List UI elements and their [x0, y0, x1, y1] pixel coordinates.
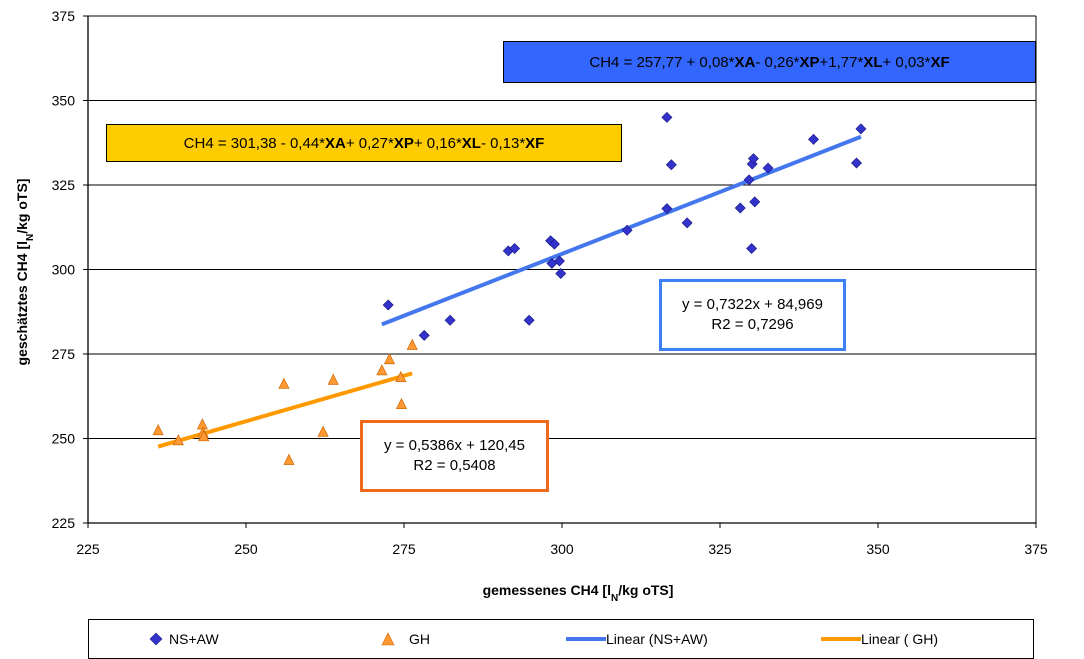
data-point-ns-aw: [523, 314, 535, 326]
legend-item-linear-gh: Linear ( GH): [821, 620, 938, 658]
y-tick-label: 275: [52, 346, 76, 362]
data-point-ns-aw: [553, 255, 565, 267]
x-tick-label: 350: [866, 541, 890, 557]
data-point-ns-aw: [749, 196, 761, 208]
x-tick-label: 375: [1024, 541, 1048, 557]
y-tick-label: 300: [52, 262, 76, 278]
trendline-r2-gh: R2 = 0,5408: [413, 457, 496, 474]
x-tick-label: 300: [550, 541, 574, 557]
data-point-ns-aw: [743, 174, 755, 186]
trendline-equation-gh: y = 0,5386x + 120,45: [384, 437, 525, 454]
data-point-gh: [395, 397, 408, 410]
data-point-ns-aw: [555, 268, 567, 280]
data-point-ns-aw: [808, 133, 820, 145]
legend: NS+AW GH Linear (NS+AW) Linear ( GH): [88, 619, 1034, 659]
data-point-gh: [196, 418, 208, 430]
y-axis-title: geschätztes CH4 [lN/kg oTS]: [14, 179, 36, 366]
data-point-ns-aw: [548, 238, 560, 250]
data-point-gh: [278, 377, 290, 389]
legend-label-ns-aw: NS+AW: [169, 631, 219, 647]
data-point-ns-aw: [665, 159, 677, 171]
trendline-label-ns-aw: y = 0,7322x + 84,969 R2 = 0,7296: [659, 279, 846, 351]
data-point-gh: [406, 338, 418, 350]
data-point-ns-aw: [851, 157, 863, 169]
trendline-equation-ns-aw: y = 0,7322x + 84,969: [682, 296, 823, 313]
legend-item-linear-ns-aw: Linear (NS+AW): [566, 620, 708, 658]
data-point-ns-aw: [382, 299, 394, 311]
data-points: [152, 111, 867, 465]
data-point-gh: [198, 430, 210, 442]
x-tick-label: 275: [392, 541, 416, 557]
data-point-ns-aw: [418, 329, 430, 341]
x-tick-label: 250: [234, 541, 258, 557]
regression-equation-ns-aw: CH4 = 257,77 + 0,08* XA - 0,26* XP +1,77* X…: [503, 41, 1036, 83]
data-point-ns-aw: [661, 111, 673, 123]
blue-line-icon: [566, 637, 606, 641]
x-tick-label: 325: [708, 541, 732, 557]
data-point-gh: [376, 364, 388, 376]
legend-item-gh: GH: [381, 620, 430, 658]
trendline-r2-ns-aw: R2 = 0,7296: [711, 316, 794, 333]
trendline-label-gh: y = 0,5386x + 120,45 R2 = 0,5408: [360, 420, 549, 492]
data-point-ns-aw: [444, 314, 456, 326]
data-point-ns-aw: [855, 123, 867, 135]
data-point-ns-aw: [762, 162, 774, 174]
axes: [83, 15, 1037, 528]
diamond-marker-icon: [149, 632, 163, 646]
data-point-gh: [152, 423, 164, 436]
data-point-ns-aw: [661, 203, 673, 215]
data-point-ns-aw: [681, 217, 693, 229]
regression-equation-gh: CH4 = 301,38 - 0,44* XA + 0,27* XP + 0,16*…: [106, 124, 622, 162]
data-point-gh: [172, 434, 184, 446]
data-point-gh: [383, 352, 396, 365]
legend-label-linear-ns-aw: Linear (NS+AW): [606, 631, 708, 647]
triangle-marker-icon: [381, 632, 395, 646]
trendline-0: [381, 134, 862, 327]
legend-item-ns-aw: NS+AW: [149, 620, 219, 658]
data-point-gh: [283, 453, 295, 465]
x-tick-label: 225: [76, 541, 100, 557]
data-point-ns-aw: [621, 224, 633, 236]
data-point-ns-aw: [748, 153, 759, 165]
data-point-ns-aw: [734, 202, 746, 214]
y-tick-label: 350: [52, 93, 76, 109]
data-point-ns-aw: [509, 243, 521, 255]
legend-label-linear-gh: Linear ( GH): [861, 631, 939, 647]
legend-label-gh: GH: [409, 631, 430, 647]
data-point-ns-aw: [746, 243, 758, 255]
x-axis-title: gemessenes CH4 [lN/kg oTS]: [483, 582, 674, 604]
y-tick-label: 375: [52, 8, 76, 24]
y-tick-label: 325: [52, 177, 76, 193]
y-tick-label: 225: [52, 515, 76, 531]
data-point-gh: [317, 425, 329, 437]
y-tick-label: 250: [52, 431, 76, 447]
data-point-gh: [395, 370, 407, 383]
tick-labels: 225 250 275 300 325 350 375 225 250 275 300 325 350 3…: [52, 8, 1048, 557]
data-point-gh: [327, 373, 339, 385]
orange-line-icon: [821, 637, 861, 641]
